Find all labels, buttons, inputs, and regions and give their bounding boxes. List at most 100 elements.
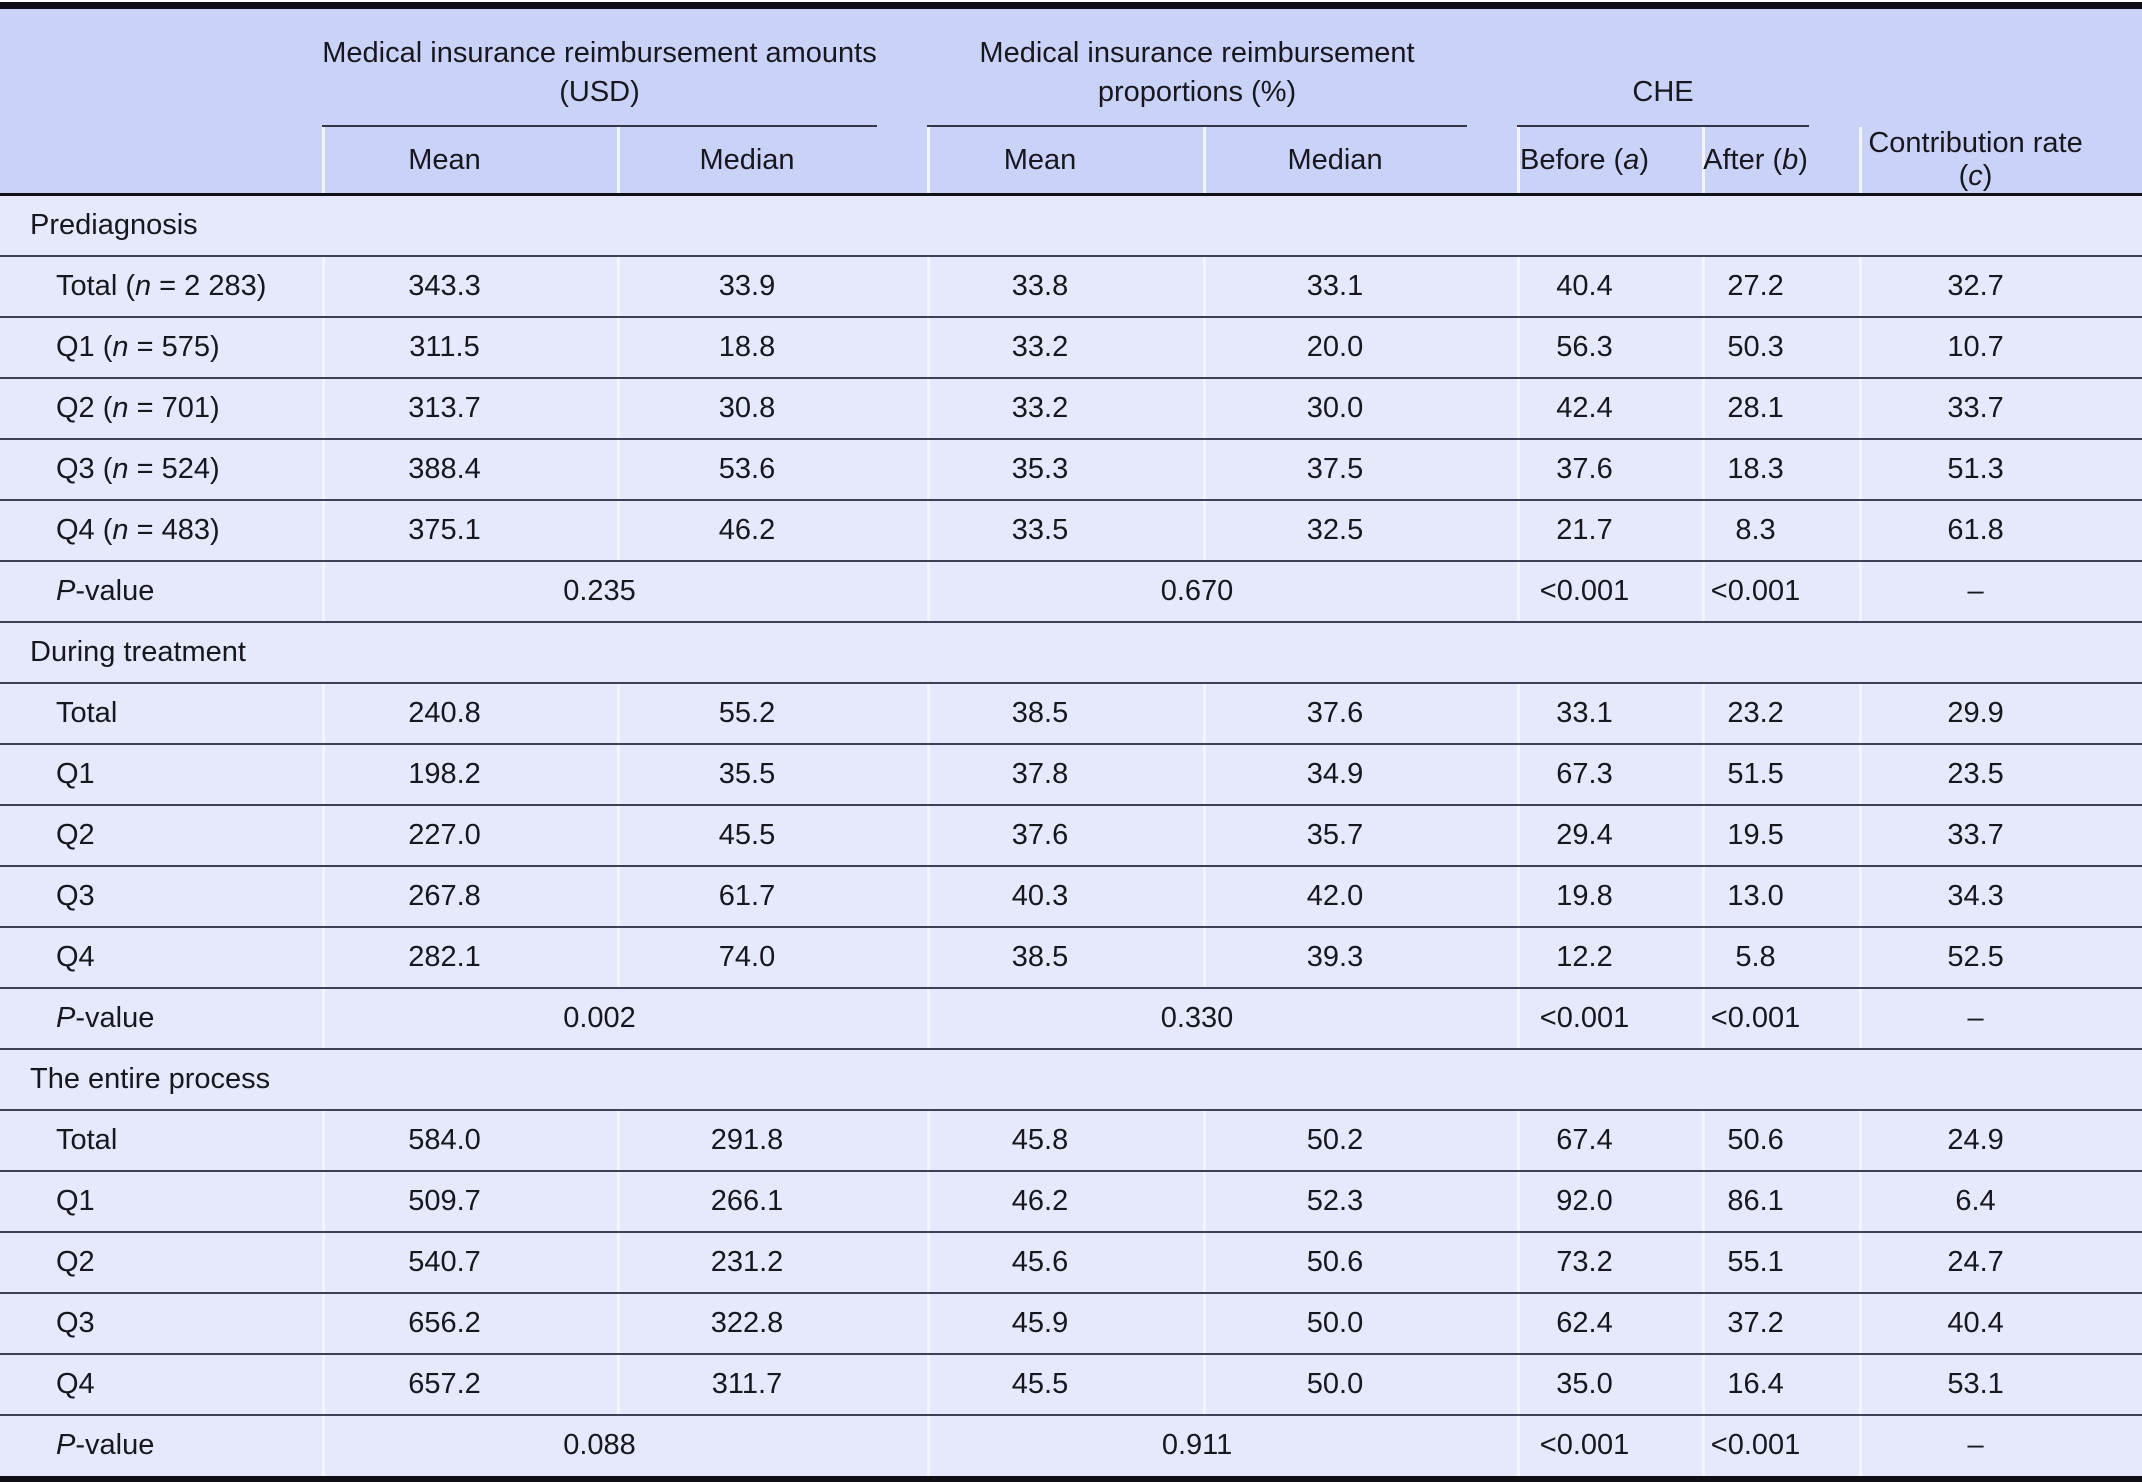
group-label-proportions: Medical insurance reimbursement proporti… xyxy=(927,34,1468,127)
cell-che-before: 40.4 xyxy=(1517,254,1703,317)
cell-che-before: 19.8 xyxy=(1517,864,1703,927)
cell-che-before: 21.7 xyxy=(1517,498,1703,561)
cell-proportions-mean: 45.5 xyxy=(927,1352,1204,1415)
label-part: = 524) xyxy=(128,452,220,485)
section-title: Prediagnosis xyxy=(0,193,2142,256)
cell-proportions-median: 39.3 xyxy=(1203,925,1518,988)
group-label-amounts: Medical insurance reimbursement amounts … xyxy=(322,34,878,127)
col-header-amounts-mean: Mean xyxy=(322,127,617,195)
cell-pvalue-proportions: 0.670 xyxy=(927,559,1518,622)
cell-amounts-median: 45.5 xyxy=(617,803,928,866)
cell-proportions-mean: 45.8 xyxy=(927,1108,1204,1171)
row-label: Total xyxy=(0,1108,322,1171)
cell-proportions-median: 50.2 xyxy=(1203,1108,1518,1171)
row-label: Q4 xyxy=(0,1352,322,1415)
cell-contribution-rate: 24.7 xyxy=(1859,1230,2142,1293)
row-label: P-value xyxy=(0,559,322,622)
group-label-che: CHE xyxy=(1517,73,1810,127)
cell-pvalue-amounts: 0.002 xyxy=(322,986,928,1049)
col-header-amounts-median: Median xyxy=(617,127,928,195)
cell-che-after: 8.3 xyxy=(1702,498,1860,561)
cell-amounts-mean: 227.0 xyxy=(322,803,617,866)
cell-pvalue-contribution: – xyxy=(1859,986,2142,1049)
cell-amounts-median: 35.5 xyxy=(617,742,928,805)
row-label: Q1 (n = 575) xyxy=(0,315,322,378)
label-part: Q4 ( xyxy=(56,513,113,546)
cell-che-before: 73.2 xyxy=(1517,1230,1703,1293)
cell-proportions-median: 20.0 xyxy=(1203,315,1518,378)
table-row: Q2 540.7 231.2 45.6 50.6 73.2 55.1 24.7 xyxy=(0,1230,2142,1293)
cell-amounts-median: 74.0 xyxy=(617,925,928,988)
group-header-spacer xyxy=(1859,9,2142,127)
cell-amounts-mean: 343.3 xyxy=(322,254,617,317)
cell-proportions-median: 34.9 xyxy=(1203,742,1518,805)
cell-contribution-rate: 32.7 xyxy=(1859,254,2142,317)
row-label: Q1 xyxy=(0,1169,322,1232)
cell-proportions-mean: 37.8 xyxy=(927,742,1204,805)
cell-proportions-mean: 38.5 xyxy=(927,925,1204,988)
cell-che-after: 55.1 xyxy=(1702,1230,1860,1293)
cell-che-after: 86.1 xyxy=(1702,1169,1860,1232)
table-body: Prediagnosis Total (n = 2 283) 343.3 33.… xyxy=(0,193,2142,1476)
cell-che-before: 42.4 xyxy=(1517,376,1703,439)
table-row: Q1 198.2 35.5 37.8 34.9 67.3 51.5 23.5 xyxy=(0,742,2142,805)
stub-header xyxy=(0,9,322,127)
cell-proportions-median: 30.0 xyxy=(1203,376,1518,439)
label-part: ) xyxy=(1639,143,1650,176)
cell-proportions-mean: 45.9 xyxy=(927,1291,1204,1354)
cell-contribution-rate: 34.3 xyxy=(1859,864,2142,927)
cell-contribution-rate: 6.4 xyxy=(1859,1169,2142,1232)
cell-amounts-mean: 584.0 xyxy=(322,1108,617,1171)
cell-amounts-mean: 311.5 xyxy=(322,315,617,378)
cell-amounts-mean: 540.7 xyxy=(322,1230,617,1293)
cell-che-before: 33.1 xyxy=(1517,681,1703,744)
cell-che-after: 23.2 xyxy=(1702,681,1860,744)
label-part: -value xyxy=(75,1429,155,1461)
cell-che-after: 5.8 xyxy=(1702,925,1860,988)
cell-proportions-median: 50.6 xyxy=(1203,1230,1518,1293)
cell-contribution-rate: 52.5 xyxy=(1859,925,2142,988)
cell-amounts-median: 266.1 xyxy=(617,1169,928,1232)
pvalue-row: P-value 0.088 0.911 <0.001 <0.001 – xyxy=(0,1413,2142,1476)
label-italic: a xyxy=(1623,143,1640,176)
cell-contribution-rate: 23.5 xyxy=(1859,742,2142,805)
cell-amounts-mean: 267.8 xyxy=(322,864,617,927)
cell-che-after: 37.2 xyxy=(1702,1291,1860,1354)
table-row: Q1 (n = 575) 311.5 18.8 33.2 20.0 56.3 5… xyxy=(0,315,2142,378)
cell-che-after: 16.4 xyxy=(1702,1352,1860,1415)
table-row: Q3 267.8 61.7 40.3 42.0 19.8 13.0 34.3 xyxy=(0,864,2142,927)
section-title: The entire process xyxy=(0,1047,2142,1110)
cell-amounts-median: 30.8 xyxy=(617,376,928,439)
cell-pvalue-contribution: – xyxy=(1859,559,2142,622)
row-label: Q4 xyxy=(0,925,322,988)
cell-che-before: 56.3 xyxy=(1517,315,1703,378)
cell-che-after: 50.3 xyxy=(1702,315,1860,378)
row-label: Q2 xyxy=(0,1230,322,1293)
label-part: -value xyxy=(75,574,155,607)
section-row: During treatment xyxy=(0,620,2142,683)
cell-amounts-mean: 388.4 xyxy=(322,437,617,500)
cell-amounts-mean: 282.1 xyxy=(322,925,617,988)
label-part: After ( xyxy=(1703,143,1783,176)
cell-proportions-median: 37.6 xyxy=(1203,681,1518,744)
cell-pvalue-amounts: 0.235 xyxy=(322,559,928,622)
cell-che-after: 28.1 xyxy=(1702,376,1860,439)
label-part: = 575) xyxy=(128,330,220,363)
label-part: Q3 xyxy=(56,1306,95,1339)
label-italic: n xyxy=(112,330,129,363)
label-italic: c xyxy=(1968,160,1983,192)
section-title: During treatment xyxy=(0,620,2142,683)
cell-contribution-rate: 40.4 xyxy=(1859,1291,2142,1354)
col-header-contribution-rate: Contribution rate (c) xyxy=(1859,127,2142,195)
label-part: Total xyxy=(56,696,118,729)
cell-contribution-rate: 53.1 xyxy=(1859,1352,2142,1415)
cell-contribution-rate: 51.3 xyxy=(1859,437,2142,500)
label-part: ) xyxy=(1982,160,1993,192)
cell-amounts-median: 231.2 xyxy=(617,1230,928,1293)
row-label: P-value xyxy=(0,986,322,1049)
label-italic: b xyxy=(1782,143,1799,176)
cell-che-before: 29.4 xyxy=(1517,803,1703,866)
label-italic: P xyxy=(56,574,76,607)
cell-pvalue-che-after: <0.001 xyxy=(1702,1413,1860,1476)
cell-che-before: 67.4 xyxy=(1517,1108,1703,1171)
